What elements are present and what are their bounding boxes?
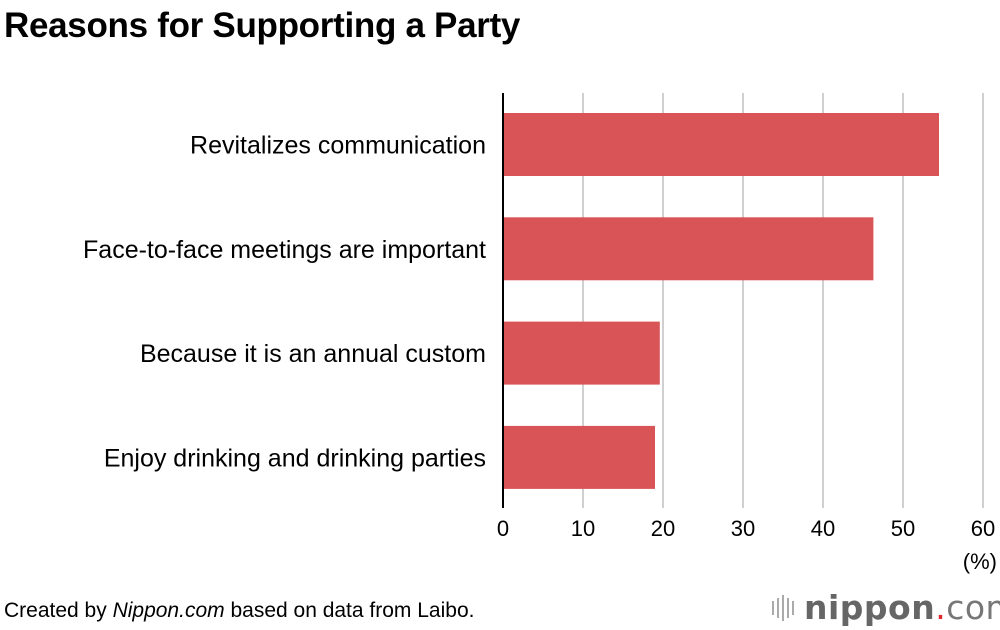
- bar: [503, 217, 874, 281]
- logo-com: com: [946, 588, 1000, 627]
- x-tick-label: 10: [571, 516, 595, 541]
- nippon-logo: nippon.com: [772, 588, 1000, 627]
- bar: [503, 321, 660, 385]
- chart-title: Reasons for Supporting a Party: [4, 6, 521, 45]
- x-tick-label: 0: [497, 516, 509, 541]
- category-label: Enjoy drinking and drinking parties: [104, 444, 486, 472]
- x-tick-label: 50: [891, 516, 915, 541]
- logo-text: nippon: [804, 588, 936, 627]
- logo-mark-icon: [772, 594, 794, 621]
- source-prefix: Created by: [4, 599, 113, 622]
- source-note: Created by Nippon.com based on data from…: [4, 599, 474, 623]
- x-tick-label: 30: [731, 516, 755, 541]
- source-suffix: based on data from Laibo.: [224, 599, 475, 622]
- x-tick-label: 60: [971, 516, 995, 541]
- category-label: Revitalizes communication: [190, 132, 486, 160]
- category-label: Face-to-face meetings are important: [83, 236, 486, 264]
- x-tick-label: 20: [651, 516, 675, 541]
- logo-dot: .: [935, 588, 947, 627]
- x-axis-unit-label: (%): [963, 549, 997, 574]
- bar: [503, 113, 939, 176]
- x-tick-label: 40: [811, 516, 835, 541]
- category-label: Because it is an annual custom: [140, 340, 486, 368]
- source-name: Nippon.com: [112, 599, 225, 622]
- bar: [503, 425, 655, 489]
